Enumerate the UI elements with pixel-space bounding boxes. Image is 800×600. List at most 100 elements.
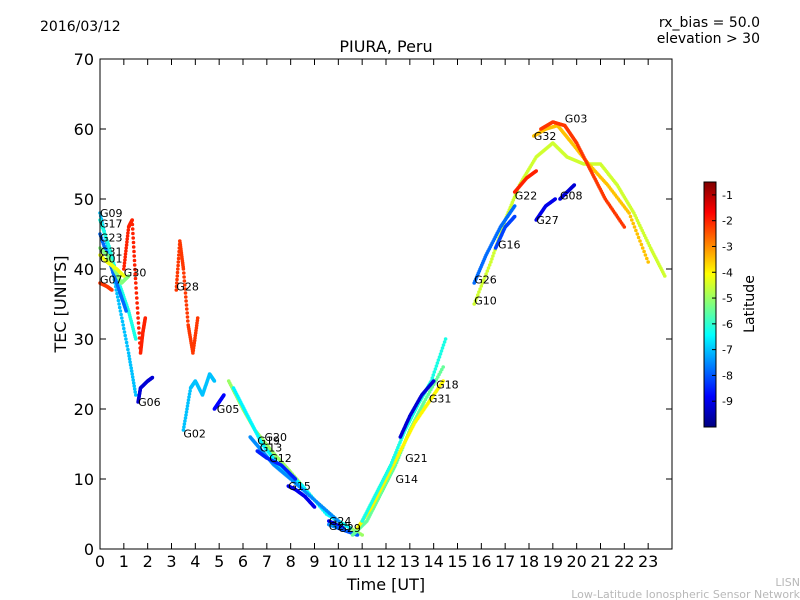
data-point	[182, 271, 186, 275]
series-g30	[122, 218, 148, 355]
data-point	[187, 392, 192, 396]
colorbar-ticks: -9 -8 -7 -6 -5 -4 -3 -2 -1	[712, 189, 733, 408]
series-labels: G09G17G23G31G01G07G30G06G28G02G05G20G19G…	[100, 113, 587, 536]
data-point	[631, 221, 635, 226]
x-tick-label: 18	[519, 552, 539, 571]
data-point	[627, 211, 631, 215]
data-point	[441, 365, 446, 369]
chart-title: PIURA, Peru	[339, 37, 432, 56]
data-point	[438, 352, 443, 356]
data-point	[131, 240, 136, 245]
data-point	[176, 267, 180, 271]
plot-marks	[98, 120, 667, 537]
data-point	[182, 275, 186, 279]
data-point	[131, 381, 136, 385]
data-point	[434, 364, 439, 368]
x-tick-label: 5	[214, 552, 224, 571]
data-point	[131, 245, 136, 249]
data-point	[184, 410, 189, 414]
data-point	[125, 237, 129, 241]
data-point	[126, 231, 130, 235]
series-g15	[286, 484, 317, 509]
y-tick-label: 30	[74, 330, 94, 349]
data-point	[476, 293, 480, 297]
data-point	[130, 222, 135, 227]
x-tick-label: 22	[614, 552, 634, 571]
series-label: G05	[217, 403, 240, 416]
data-point	[490, 257, 494, 261]
data-point	[133, 272, 137, 276]
series-label: G32	[534, 130, 557, 143]
series-label: G31	[100, 246, 123, 259]
data-point	[123, 333, 127, 338]
series-label: G29	[338, 522, 361, 535]
data-point	[491, 254, 495, 258]
x-tick-label: 13	[400, 552, 420, 571]
data-point	[473, 299, 478, 303]
series-g18	[398, 379, 436, 439]
data-point	[572, 183, 577, 187]
x-tick-label: 17	[495, 552, 515, 571]
data-point	[132, 258, 137, 263]
data-point	[143, 316, 148, 320]
series-g08	[558, 183, 577, 201]
data-point	[117, 302, 121, 306]
data-point	[183, 287, 187, 291]
data-point	[122, 261, 127, 265]
data-point	[118, 309, 123, 313]
data-point	[432, 370, 437, 374]
data-point	[126, 347, 130, 352]
data-point	[175, 270, 180, 275]
series-label: G17	[100, 218, 123, 231]
data-point	[636, 235, 641, 240]
data-point	[120, 316, 124, 320]
data-point	[183, 283, 187, 287]
data-point	[487, 263, 492, 267]
series-g03	[539, 120, 627, 229]
colorbar-label: Latitude	[742, 275, 758, 333]
data-point	[122, 267, 126, 271]
data-point	[125, 344, 129, 348]
x-tick-label: 11	[352, 552, 372, 571]
series-label: G25	[329, 520, 352, 533]
colorbar-tick-label: -8	[722, 369, 733, 382]
data-point	[132, 387, 137, 391]
series-g06	[136, 375, 155, 404]
data-point	[435, 361, 440, 365]
data-point	[127, 354, 131, 358]
data-point	[472, 302, 477, 306]
data-point	[125, 240, 129, 244]
data-point	[481, 278, 486, 282]
colorbar-tick-label: -9	[722, 395, 733, 408]
data-point	[128, 363, 133, 367]
data-point	[484, 272, 488, 276]
data-point	[121, 323, 125, 327]
data-point	[130, 372, 134, 376]
data-point	[150, 375, 155, 380]
y-tick-label: 0	[84, 540, 94, 559]
data-point	[136, 316, 140, 320]
data-point	[643, 253, 648, 257]
data-point	[176, 263, 180, 268]
series-label: G20	[265, 431, 288, 444]
series-label: G01	[100, 253, 123, 266]
data-point	[663, 274, 667, 278]
data-point	[312, 505, 317, 509]
data-point	[133, 267, 137, 272]
data-point	[135, 296, 139, 300]
data-point	[174, 284, 179, 289]
series-label: G28	[176, 281, 199, 294]
data-point	[348, 526, 353, 530]
data-point	[185, 307, 189, 311]
x-tick-label: 0	[95, 552, 105, 571]
x-tick-label: 4	[190, 552, 200, 571]
data-point	[433, 367, 438, 371]
data-point	[129, 369, 134, 373]
data-point	[134, 291, 139, 295]
credit-short: LISN	[775, 576, 800, 589]
data-point	[131, 378, 135, 382]
data-point	[177, 253, 181, 257]
data-point	[185, 311, 189, 315]
series-label: G07	[100, 274, 123, 287]
data-point	[195, 316, 200, 320]
